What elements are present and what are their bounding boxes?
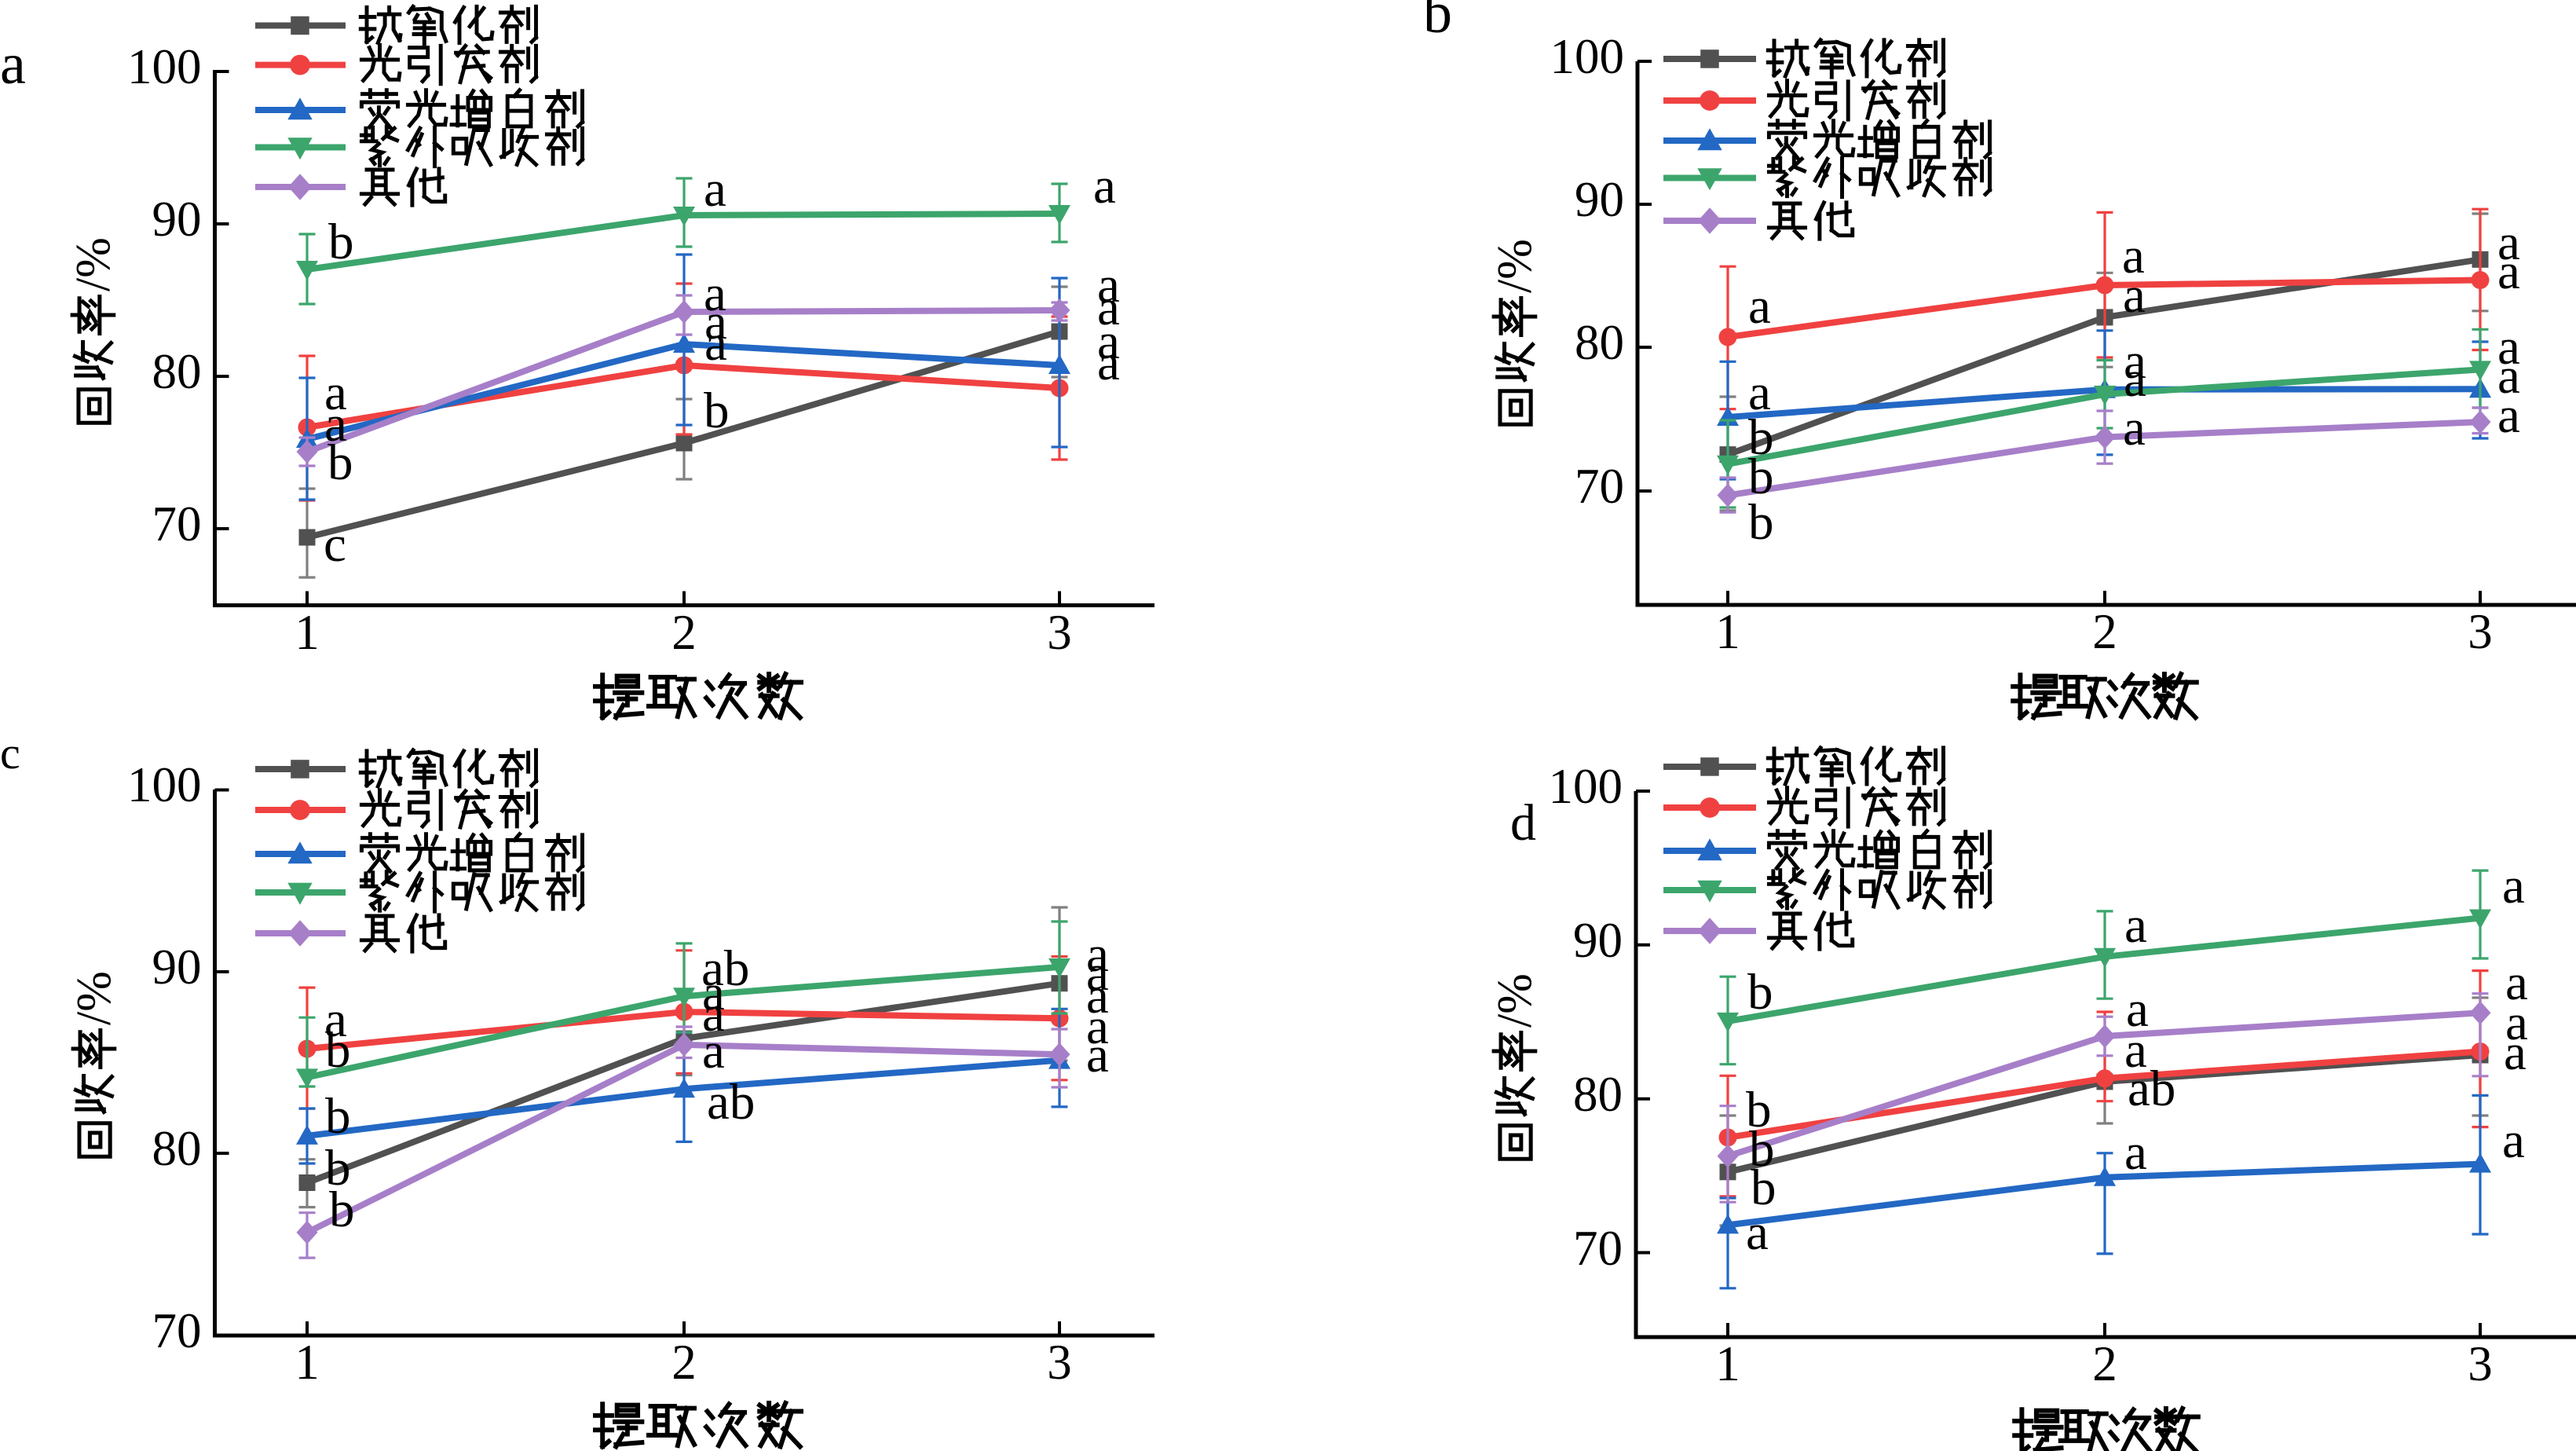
svg-text:70: 70: [1575, 459, 1624, 514]
svg-text:100: 100: [127, 39, 202, 94]
svg-text:a: a: [2497, 348, 2520, 405]
svg-text:/%: /%: [68, 971, 121, 1025]
svg-text:70: 70: [152, 1303, 202, 1358]
svg-text:90: 90: [1575, 172, 1624, 227]
svg-text:100: 100: [1549, 759, 1623, 814]
svg-text:a: a: [1097, 257, 1120, 313]
svg-text:2: 2: [671, 1335, 697, 1390]
svg-text:a: a: [1086, 945, 1109, 1002]
svg-text:1: 1: [295, 605, 320, 660]
svg-text:3: 3: [2468, 1336, 2493, 1391]
svg-text:3: 3: [1047, 1335, 1072, 1390]
svg-text:a: a: [2504, 1024, 2527, 1081]
svg-text:a: a: [702, 1023, 725, 1079]
svg-text:a: a: [2502, 858, 2525, 914]
svg-text:100: 100: [1550, 29, 1625, 84]
svg-text:a: a: [702, 986, 725, 1042]
svg-text:70: 70: [1573, 1221, 1623, 1276]
svg-text:a: a: [1097, 335, 1120, 391]
svg-text:a: a: [324, 991, 347, 1048]
svg-text:a: a: [1086, 968, 1109, 1024]
svg-text:/%: /%: [67, 237, 120, 291]
svg-text:80: 80: [152, 344, 202, 399]
svg-text:a: a: [2497, 387, 2520, 444]
svg-text:a: a: [1748, 278, 1771, 335]
svg-text:a: a: [2505, 955, 2528, 1011]
svg-text:b: b: [1748, 409, 1774, 466]
svg-text:b: b: [1749, 1121, 1775, 1178]
svg-text:c: c: [324, 516, 346, 573]
svg-text:b: b: [1748, 494, 1774, 551]
svg-text:a: a: [324, 396, 347, 453]
svg-text:a: a: [2497, 244, 2520, 300]
svg-text:a: a: [0, 32, 26, 97]
svg-text:b: b: [704, 383, 730, 439]
svg-text:80: 80: [1573, 1067, 1623, 1122]
svg-text:a: a: [2505, 995, 2528, 1051]
svg-text:b: b: [1746, 1082, 1772, 1138]
svg-text:a: a: [1746, 1204, 1769, 1261]
svg-text:90: 90: [1573, 913, 1623, 968]
svg-text:b: b: [329, 1182, 355, 1238]
svg-text:b: b: [325, 1088, 351, 1145]
svg-text:a: a: [2124, 333, 2146, 390]
svg-text:a: a: [2124, 1022, 2147, 1079]
svg-text:/%: /%: [1488, 239, 1542, 293]
svg-text:c: c: [0, 727, 20, 779]
svg-text:2: 2: [2092, 604, 2117, 659]
svg-text:a: a: [1097, 280, 1120, 336]
svg-text:a: a: [2497, 319, 2520, 376]
svg-text:b: b: [328, 214, 354, 270]
svg-text:a: a: [1097, 313, 1120, 370]
svg-text:a: a: [1748, 365, 1771, 421]
svg-text:b: b: [1751, 1160, 1776, 1216]
svg-text:100: 100: [127, 757, 202, 812]
svg-text:a: a: [704, 294, 727, 350]
svg-text:1: 1: [1715, 1336, 1740, 1391]
svg-text:70: 70: [152, 496, 202, 551]
svg-text:a: a: [2124, 1124, 2147, 1181]
svg-text:a: a: [2124, 897, 2147, 954]
svg-text:ab: ab: [2128, 1061, 2175, 1117]
svg-text:3: 3: [1047, 605, 1072, 660]
svg-text:a: a: [1093, 158, 1116, 214]
svg-text:ab: ab: [707, 1074, 755, 1130]
svg-text:2: 2: [2092, 1336, 2117, 1391]
svg-text:2: 2: [671, 605, 697, 660]
svg-text:80: 80: [152, 1121, 202, 1176]
svg-text:a: a: [702, 965, 725, 1021]
svg-text:1: 1: [295, 1335, 320, 1390]
svg-text:a: a: [1086, 926, 1109, 983]
svg-text:b: b: [325, 1140, 351, 1196]
svg-text:a: a: [2497, 214, 2520, 271]
svg-text:a: a: [1086, 1027, 1109, 1083]
svg-text:80: 80: [1575, 315, 1624, 370]
svg-text:d: d: [1510, 794, 1536, 852]
svg-text:a: a: [2122, 228, 2145, 284]
svg-text:b: b: [325, 1022, 351, 1079]
svg-text:a: a: [2126, 981, 2149, 1038]
svg-text:a: a: [2502, 1112, 2525, 1169]
svg-text:3: 3: [2468, 604, 2493, 659]
svg-text:b: b: [327, 434, 353, 491]
svg-text:a: a: [2123, 400, 2146, 456]
svg-text:a: a: [704, 315, 727, 372]
svg-text:b: b: [1423, 0, 1452, 46]
svg-text:1: 1: [1715, 604, 1740, 659]
svg-text:a: a: [2123, 267, 2146, 324]
svg-text:a: a: [2124, 351, 2146, 408]
svg-text:a: a: [324, 365, 347, 421]
svg-text:b: b: [1748, 449, 1774, 505]
svg-text:/%: /%: [1488, 973, 1542, 1028]
svg-text:b: b: [1747, 964, 1773, 1020]
svg-text:ab: ab: [701, 940, 749, 997]
svg-text:90: 90: [152, 940, 202, 995]
svg-text:90: 90: [152, 192, 202, 247]
svg-text:a: a: [1086, 998, 1109, 1055]
svg-text:a: a: [704, 161, 726, 218]
svg-text:a: a: [704, 266, 726, 322]
